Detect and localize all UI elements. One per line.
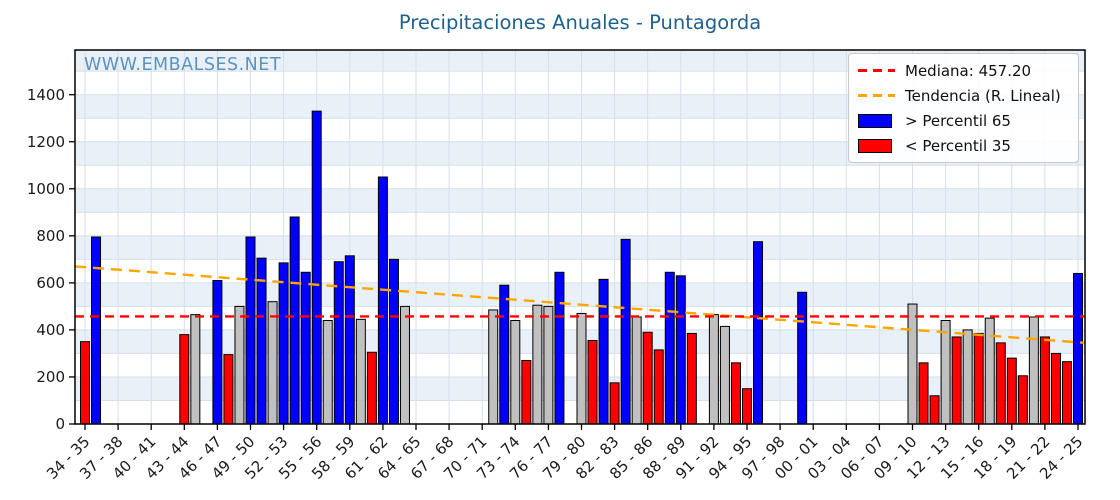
y-tick-label: 800: [36, 226, 65, 245]
bar: [322, 320, 333, 425]
bar: [973, 332, 984, 425]
bar: [984, 317, 995, 425]
y-tick-label: 400: [36, 320, 65, 339]
bar: [1017, 375, 1028, 425]
watermark: WWW.EMBALSES.NET: [84, 55, 282, 75]
bar: [797, 291, 808, 425]
bar: [1050, 352, 1061, 425]
y-tick-label: 600: [36, 273, 65, 292]
y-tick-label: 1000: [26, 179, 65, 198]
bar: [598, 278, 609, 425]
bar: [212, 280, 223, 425]
reference-lines: [74, 265, 1086, 345]
bar: [686, 332, 697, 425]
bar: [532, 304, 543, 425]
bar: [377, 176, 388, 425]
bar: [311, 110, 322, 425]
bar: [91, 236, 102, 425]
bar: [995, 342, 1006, 425]
bar: [929, 395, 940, 425]
page-title: Precipitaciones Anuales - Puntagorda: [398, 11, 762, 34]
bar: [631, 316, 642, 425]
bar: [179, 334, 190, 425]
tendencia-line: [74, 265, 1086, 345]
legend-item-mediana: Mediana: 457.20: [849, 58, 1078, 83]
bar: [907, 303, 918, 425]
bar: [730, 362, 741, 425]
legend-label-mediana: Mediana: 457.20: [905, 61, 1032, 80]
bar: [388, 258, 399, 425]
background-band: [75, 141, 1085, 166]
background-band: [75, 235, 1085, 260]
background-band: [75, 94, 1085, 119]
legend-label-percentil65: > Percentil 65: [905, 111, 1011, 130]
y-tick-label: 0: [55, 415, 65, 433]
bar: [223, 354, 234, 425]
background-band: [75, 188, 1085, 213]
legend-item-percentil35: < Percentil 35: [849, 133, 1078, 158]
bar: [664, 271, 675, 425]
bar: [521, 359, 532, 425]
bar: [234, 305, 245, 425]
bar: [366, 351, 377, 425]
bar: [267, 301, 278, 425]
bar: [653, 349, 664, 425]
bar: [488, 309, 499, 425]
bar: [510, 320, 521, 425]
legend-label-percentil35: < Percentil 35: [905, 136, 1011, 155]
bar: [344, 255, 355, 425]
bar: [1039, 336, 1050, 425]
bar: [1006, 357, 1017, 425]
bar: [962, 329, 973, 425]
bar: [609, 382, 620, 425]
bar: [587, 339, 598, 425]
bar: [289, 216, 300, 425]
bar: [1028, 316, 1039, 425]
bar: [300, 271, 311, 425]
y-tick-label: 200: [36, 367, 65, 386]
bar: [190, 314, 201, 425]
tendencia-dashed-line-icon: [858, 94, 895, 97]
y-tick-label: 1400: [26, 85, 65, 104]
bar: [543, 305, 554, 425]
bar: [278, 262, 289, 425]
bar: [940, 320, 951, 425]
bar: [918, 362, 929, 425]
bar: [951, 336, 962, 425]
background-band: [75, 282, 1085, 307]
blue-swatch-icon: [858, 113, 895, 128]
bar: [719, 325, 730, 425]
bar: [245, 236, 256, 425]
legend-item-percentil65: > Percentil 65: [849, 108, 1078, 133]
bar: [642, 331, 653, 425]
legend: Mediana: 457.20 Tendencia (R. Lineal) > …: [848, 53, 1079, 163]
bar: [80, 341, 90, 425]
bar: [742, 388, 752, 425]
mediana-dashed-line-icon: [858, 69, 895, 72]
bar: [576, 312, 587, 425]
bar: [256, 257, 267, 425]
red-swatch-icon: [858, 138, 895, 153]
bar: [499, 284, 510, 425]
bar: [620, 238, 631, 425]
bar: [708, 314, 719, 425]
bar: [355, 318, 366, 425]
legend-label-tendencia: Tendencia (R. Lineal): [905, 86, 1061, 105]
bar: [753, 241, 764, 425]
bar: [1073, 272, 1083, 425]
y-tick-label: 1200: [26, 132, 65, 151]
legend-item-tendencia: Tendencia (R. Lineal): [849, 83, 1078, 108]
axes: [69, 49, 1086, 430]
bar: [399, 305, 410, 425]
background-band: [75, 50, 1085, 72]
bar: [675, 275, 686, 425]
bar: [554, 271, 565, 425]
plot-border: [74, 49, 1086, 425]
bar: [1061, 361, 1072, 425]
